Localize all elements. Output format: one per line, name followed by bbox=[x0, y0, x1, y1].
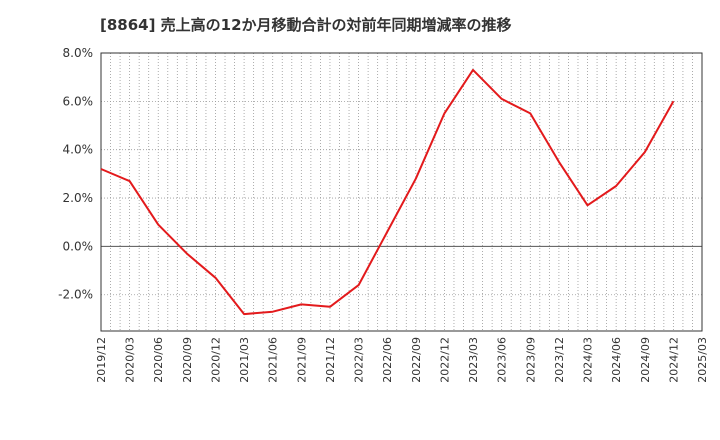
x-tick-label: 2021/06 bbox=[267, 337, 280, 383]
x-tick-label: 2024/12 bbox=[667, 337, 680, 383]
x-tick-label: 2019/12 bbox=[95, 337, 108, 383]
x-tick-label: 2023/03 bbox=[467, 337, 480, 383]
chart-title: [8864] 売上高の12か月移動合計の対前年同期増減率の推移 bbox=[100, 16, 512, 34]
y-tick-label: 8.0% bbox=[63, 46, 94, 60]
y-axis-tick-labels: 8.0% 6.0% 4.0% 2.0% 0.0% -2.0% bbox=[58, 46, 93, 302]
x-tick-label: 2020/12 bbox=[209, 337, 222, 383]
x-tick-label: 2023/06 bbox=[496, 337, 509, 383]
x-tick-label: 2022/03 bbox=[353, 337, 366, 383]
x-tick-label: 2023/12 bbox=[553, 337, 566, 383]
x-tick-label: 2024/03 bbox=[582, 337, 595, 383]
series-line bbox=[100, 68, 675, 316]
y-tick-label: 6.0% bbox=[63, 94, 94, 108]
x-tick-label: 2024/09 bbox=[639, 337, 652, 383]
y-tick-label: 4.0% bbox=[63, 143, 94, 157]
x-tick-label: 2022/12 bbox=[438, 337, 451, 383]
x-tick-label: 2022/09 bbox=[410, 337, 423, 383]
x-tick-label: 2024/06 bbox=[610, 337, 623, 383]
series-layer bbox=[100, 68, 675, 316]
axis-layer bbox=[100, 52, 703, 332]
plot-area-border bbox=[100, 52, 703, 332]
y-tick-label: 2.0% bbox=[63, 191, 94, 205]
x-tick-label: 2022/06 bbox=[381, 337, 394, 383]
x-tick-label: 2023/09 bbox=[524, 337, 537, 383]
x-tick-label: 2020/09 bbox=[181, 337, 194, 383]
x-tick-label: 2021/12 bbox=[324, 337, 337, 383]
x-tick-label: 2020/03 bbox=[124, 337, 137, 383]
x-tick-label: 2025/03 bbox=[696, 337, 709, 383]
grid-layer bbox=[101, 52, 702, 331]
x-tick-label: 2021/09 bbox=[295, 337, 308, 383]
x-tick-label: 2021/03 bbox=[238, 337, 251, 383]
y-tick-label: -2.0% bbox=[58, 288, 93, 302]
y-tick-label: 0.0% bbox=[63, 239, 94, 253]
x-tick-label: 2020/06 bbox=[152, 337, 165, 383]
x-axis-tick-labels: 2019/12 2020/03 2020/06 2020/09 2020/12 2021/… bbox=[95, 337, 709, 383]
